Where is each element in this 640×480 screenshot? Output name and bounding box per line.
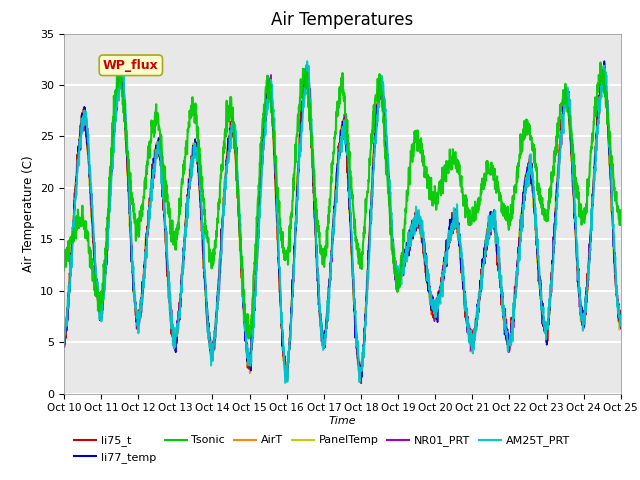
Y-axis label: Air Temperature (C): Air Temperature (C) (22, 156, 35, 272)
Text: WP_flux: WP_flux (103, 59, 159, 72)
Legend: li75_t, li77_temp, Tsonic, AirT, PanelTemp, NR01_PRT, AM25T_PRT: li75_t, li77_temp, Tsonic, AirT, PanelTe… (70, 431, 574, 467)
X-axis label: Time: Time (328, 416, 356, 426)
Title: Air Temperatures: Air Temperatures (271, 11, 413, 29)
